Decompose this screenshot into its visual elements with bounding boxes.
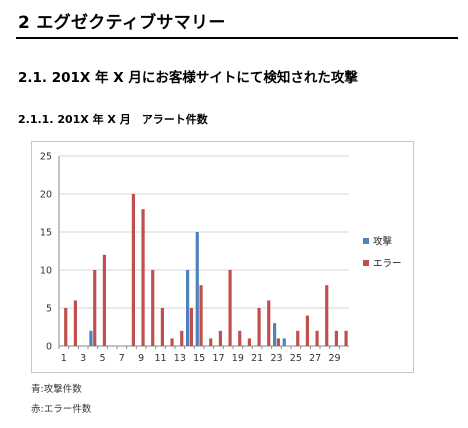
bar-attack	[89, 330, 93, 346]
bar-error	[209, 338, 213, 346]
x-tick-label: 17	[212, 353, 224, 364]
bar-error	[315, 330, 319, 346]
note-blue: 青:攻撃件数	[31, 384, 82, 395]
legend-label-error: エラー	[373, 259, 402, 270]
bar-error	[334, 330, 338, 346]
x-tick-label: 9	[138, 353, 144, 364]
x-tick-label: 29	[328, 353, 340, 364]
bar-error	[199, 285, 203, 346]
x-tick-label: 15	[193, 353, 205, 364]
x-tick-label: 19	[232, 353, 244, 364]
legend-label-attack: 攻撃	[373, 236, 393, 248]
bar-error	[160, 308, 164, 346]
bar-error	[247, 338, 251, 346]
bar-error	[257, 308, 261, 346]
bar-error	[170, 338, 174, 346]
bar-error	[228, 270, 232, 346]
x-tick-label: 13	[174, 353, 186, 364]
y-tick-label: 25	[40, 152, 52, 163]
bar-error	[238, 330, 242, 346]
title-rule	[16, 37, 458, 39]
subsection-title: 2.1. 201X 年 X 月にお客様サイトにて検知された攻撃	[18, 70, 358, 86]
bar-error	[276, 338, 280, 346]
x-tick-label: 5	[99, 353, 105, 364]
bar-error	[93, 270, 97, 346]
bar-attack	[195, 232, 199, 346]
bar-error	[180, 330, 184, 346]
bar-error	[151, 270, 155, 346]
y-tick-label: 0	[46, 342, 52, 353]
bar-error	[305, 315, 309, 346]
bar-attack	[282, 338, 286, 346]
bar-error	[325, 285, 329, 346]
x-tick-label: 21	[251, 353, 263, 364]
x-tick-label: 1	[61, 353, 67, 364]
y-tick-label: 20	[40, 190, 52, 201]
x-tick-label: 23	[270, 353, 282, 364]
bar-attack	[186, 270, 190, 346]
subsubsection-title: 2.1.1. 201X 年 X 月 アラート件数	[18, 113, 208, 126]
x-tick-label: 11	[154, 353, 166, 364]
y-tick-label: 5	[46, 304, 52, 315]
bar-error	[131, 194, 135, 346]
y-tick-label: 15	[40, 228, 52, 239]
note-red: 赤:エラー件数	[31, 404, 92, 415]
x-tick-label: 27	[309, 353, 321, 364]
bar-error	[267, 300, 271, 346]
bar-error	[344, 330, 348, 346]
x-tick-label: 7	[119, 353, 125, 364]
y-tick-label: 10	[40, 266, 52, 277]
bar-error	[64, 308, 68, 346]
bar-error	[296, 330, 300, 346]
bar-error	[141, 209, 145, 346]
bar-error	[102, 254, 106, 346]
bar-error	[73, 300, 77, 346]
bar-error	[189, 308, 193, 346]
bar-attack	[273, 323, 277, 346]
legend-swatch-attack	[363, 238, 369, 244]
bar-error	[218, 330, 222, 346]
x-tick-label: 25	[290, 353, 302, 364]
alert-count-chart: 0 5 10 15 20 25 1 3 5 7 9 11 13 15 17 19 21 23 25 27 29 攻撃 エラー	[31, 141, 414, 373]
legend-swatch-error	[363, 260, 369, 266]
x-tick-label: 3	[80, 353, 86, 364]
section-title: 2 エグゼクティブサマリー	[18, 13, 226, 33]
